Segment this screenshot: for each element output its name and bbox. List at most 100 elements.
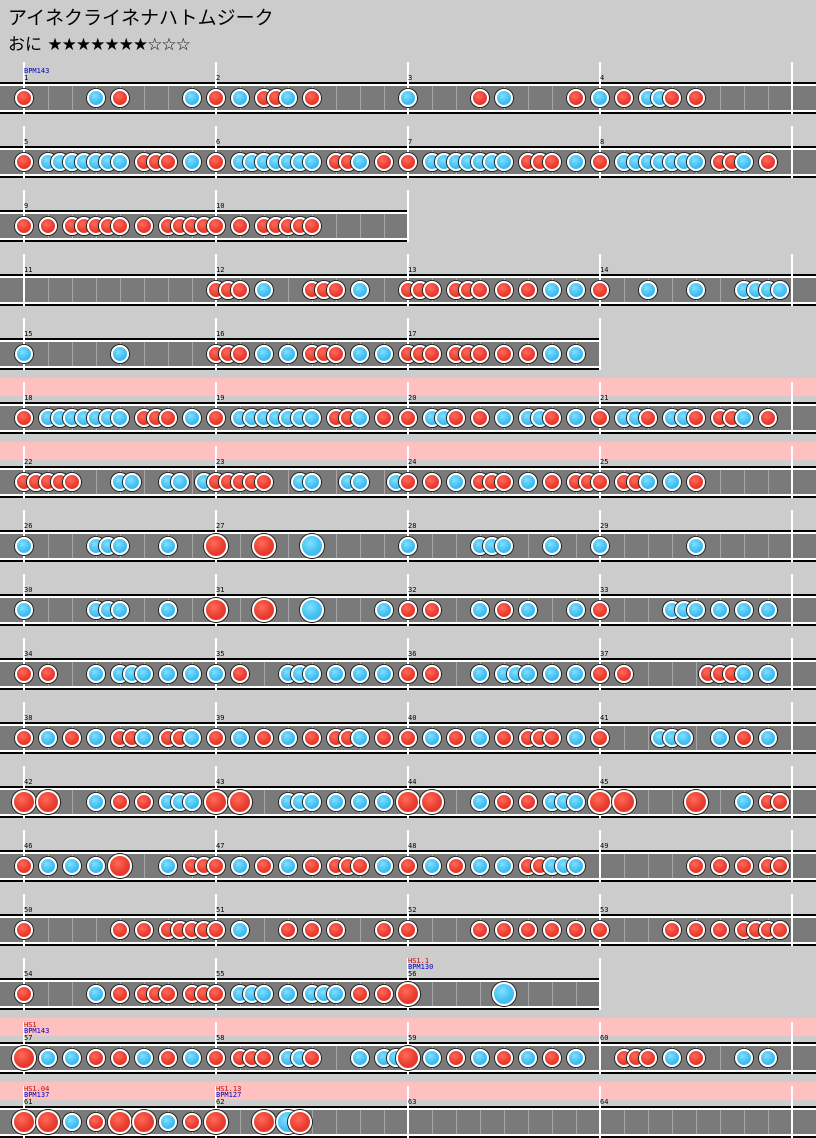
don-note — [519, 345, 537, 363]
don-note — [87, 1049, 105, 1067]
don-note — [615, 665, 633, 683]
beat-line — [312, 1110, 313, 1134]
don-note — [519, 793, 537, 811]
don-note — [543, 1049, 561, 1067]
ka-note — [543, 345, 561, 363]
measure-number: 54 — [24, 970, 33, 978]
measure-number: 45 — [600, 778, 609, 786]
don-note — [351, 985, 369, 1003]
don-note — [423, 601, 441, 619]
don-note — [471, 89, 489, 107]
beat-line — [384, 1110, 385, 1134]
ka-note — [471, 729, 489, 747]
chart-row: 46 47 48 49 — [0, 830, 816, 882]
beat-line — [624, 278, 625, 302]
bpm-change-label: BPM137 — [24, 1091, 50, 1099]
ka-note — [135, 665, 153, 683]
ka-note — [303, 409, 321, 427]
measure-number: 57 — [24, 1034, 33, 1042]
don-note — [399, 729, 417, 747]
bar-line — [407, 318, 409, 370]
bar-line — [599, 894, 601, 946]
ka-note — [183, 1049, 201, 1067]
ka-note — [39, 729, 57, 747]
chart-header: アイネクライネナハトムジーク おに ★★★★★★★☆☆☆ — [8, 6, 274, 56]
don-note — [543, 921, 561, 939]
bar-line — [23, 894, 25, 946]
don-note — [495, 601, 513, 619]
beat-line — [288, 598, 289, 622]
ka-note — [351, 729, 369, 747]
beat-line — [360, 598, 361, 622]
don-note — [399, 857, 417, 875]
don-note — [567, 89, 585, 107]
ka-note — [711, 729, 729, 747]
lane-edge-bottom — [0, 238, 408, 240]
beat-line — [72, 534, 73, 558]
beat-line — [360, 1110, 361, 1134]
measure-number: 19 — [216, 394, 225, 402]
scroll-speed-label: HS1 — [24, 1021, 37, 1029]
beat-line — [768, 534, 769, 558]
chart-row: 5 6 7 8 — [0, 126, 816, 178]
ka-note — [639, 281, 657, 299]
don-note — [543, 153, 561, 171]
ka-note — [543, 537, 561, 555]
ka-note — [519, 665, 537, 683]
don-note — [207, 985, 225, 1003]
measure-number: 28 — [408, 522, 417, 530]
don-note — [303, 217, 321, 235]
ka-note — [159, 537, 177, 555]
ka-note — [183, 665, 201, 683]
measure-number: 20 — [408, 394, 417, 402]
don-note — [759, 153, 777, 171]
don-note — [663, 89, 681, 107]
beat-line — [648, 1110, 649, 1134]
ka-note — [255, 281, 273, 299]
ka-note — [375, 345, 393, 363]
beat-line — [576, 982, 577, 1006]
beat-line — [192, 470, 193, 494]
measure-number: 34 — [24, 650, 33, 658]
bar-line — [23, 830, 25, 882]
big-don-note — [588, 790, 612, 814]
beat-line — [432, 534, 433, 558]
bar-line — [23, 254, 25, 306]
don-note — [375, 153, 393, 171]
beat-line — [336, 1110, 337, 1134]
lane-edge-top — [0, 980, 600, 982]
bar-line — [599, 126, 601, 178]
beat-line — [48, 982, 49, 1006]
beat-line — [336, 598, 337, 622]
bar-line — [407, 254, 409, 306]
bar-line — [791, 830, 793, 882]
don-note — [447, 857, 465, 875]
measure-number: 41 — [600, 714, 609, 722]
measure-number: 61 — [24, 1098, 33, 1106]
don-note — [255, 473, 273, 491]
beat-line — [264, 918, 265, 942]
beat-line — [336, 86, 337, 110]
don-note — [15, 857, 33, 875]
bar-line — [215, 1022, 217, 1074]
beat-line — [720, 470, 721, 494]
big-don-note — [420, 790, 444, 814]
beat-line — [744, 86, 745, 110]
beat-line — [144, 854, 145, 878]
don-note — [687, 857, 705, 875]
ka-note — [351, 1049, 369, 1067]
don-note — [231, 217, 249, 235]
bpm-change-label: BPM127 — [216, 1091, 242, 1099]
beat-line — [72, 662, 73, 686]
beat-line — [672, 278, 673, 302]
bar-line — [599, 1086, 601, 1138]
ka-note — [735, 665, 753, 683]
beat-line — [192, 278, 193, 302]
bar-line — [407, 574, 409, 626]
big-don-note — [12, 1110, 36, 1134]
measure-number: 5 — [24, 138, 29, 146]
ka-note — [231, 921, 249, 939]
don-note — [495, 1049, 513, 1067]
don-note — [543, 409, 561, 427]
big-don-note — [396, 982, 420, 1006]
